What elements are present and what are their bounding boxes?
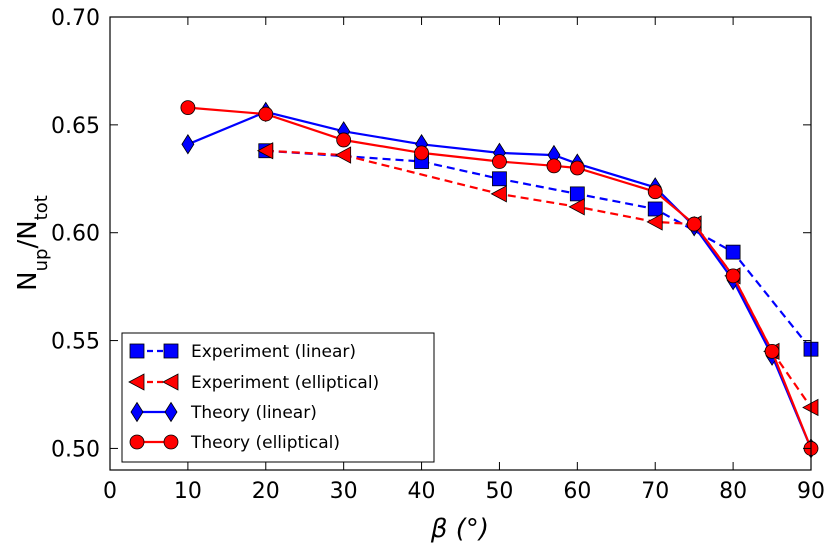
y-tick-label: 0.60	[51, 222, 100, 247]
plot-frame	[109, 16, 812, 471]
x-tick-label: 0	[103, 479, 117, 504]
data-point	[336, 132, 352, 148]
legend-entries: Experiment (linear) Experiment (elliptica…	[128, 342, 379, 453]
x-tick-label: 80	[719, 479, 747, 504]
data-point	[725, 244, 741, 260]
legend-entry: Theory (linear)	[130, 401, 317, 423]
data-point	[646, 213, 663, 231]
data-point	[334, 146, 352, 164]
data-point	[492, 171, 507, 187]
series-line	[187, 110, 813, 449]
ticks-layer: 0 10 20 30 40 50 60 70 80 90 0.50 0.55 0.60 0.65 0.70	[51, 6, 825, 504]
series-line	[187, 106, 813, 449]
data-point	[568, 198, 585, 216]
data-point	[414, 145, 429, 161]
data-point	[569, 160, 585, 176]
legend-marker	[163, 434, 179, 450]
legend-marker	[128, 373, 145, 391]
x-tick-label: 50	[485, 479, 513, 504]
legend-entry: Experiment (linear)	[129, 342, 356, 362]
data-point	[490, 185, 507, 203]
x-tick-label: 10	[174, 479, 202, 504]
legend-label: Experiment (elliptical)	[191, 373, 379, 393]
data-point	[546, 158, 562, 174]
series-group	[258, 143, 819, 357]
legend-marker	[130, 401, 144, 423]
data-point	[180, 100, 196, 115]
x-tick-label: 20	[252, 479, 280, 504]
legend-entry: Experiment (elliptical)	[128, 373, 379, 393]
x-tick-label: 90	[797, 479, 825, 504]
data-point	[764, 343, 780, 359]
x-axis-title: β (°)	[430, 514, 489, 544]
legend-marker	[163, 343, 179, 359]
y-tick-label: 0.65	[51, 114, 100, 139]
y-tick-label: 0.50	[51, 437, 100, 462]
legend-marker	[129, 343, 145, 359]
legend-marker	[162, 373, 179, 391]
legend-label: Experiment (linear)	[191, 342, 356, 362]
legend-label: Theory (linear)	[190, 403, 317, 423]
data-point	[647, 201, 663, 217]
x-tick-label: 60	[563, 479, 591, 504]
data-point	[725, 268, 741, 284]
series-group	[180, 100, 819, 456]
legend-label: Theory (elliptical)	[190, 433, 340, 453]
legend-entry: Theory (elliptical)	[129, 433, 340, 453]
data-point	[492, 154, 507, 169]
data-point	[181, 134, 195, 155]
y-tick-label: 0.55	[51, 330, 100, 355]
data-point	[569, 186, 585, 202]
data-point	[686, 216, 702, 232]
x-tick-label: 30	[330, 479, 358, 504]
data-point	[256, 142, 274, 160]
data-point	[258, 106, 274, 122]
legend-marker	[129, 434, 145, 450]
y-tick-label: 0.70	[51, 6, 100, 31]
x-tick-label: 40	[408, 479, 436, 504]
legend: Experiment (linear) Experiment (elliptica…	[121, 332, 435, 463]
x-tick-label: 70	[641, 479, 669, 504]
legend-marker	[164, 401, 178, 423]
y-axis-title: Nup/Ntot	[13, 195, 52, 291]
data-point	[647, 184, 663, 200]
